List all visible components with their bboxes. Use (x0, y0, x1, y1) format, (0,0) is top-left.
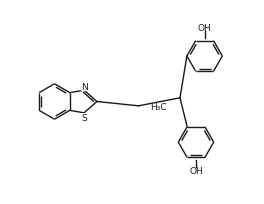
Text: H₃C: H₃C (150, 102, 167, 111)
Text: S: S (81, 113, 87, 122)
Text: OH: OH (189, 167, 203, 176)
Text: OH: OH (198, 23, 211, 32)
Text: N: N (81, 83, 87, 92)
